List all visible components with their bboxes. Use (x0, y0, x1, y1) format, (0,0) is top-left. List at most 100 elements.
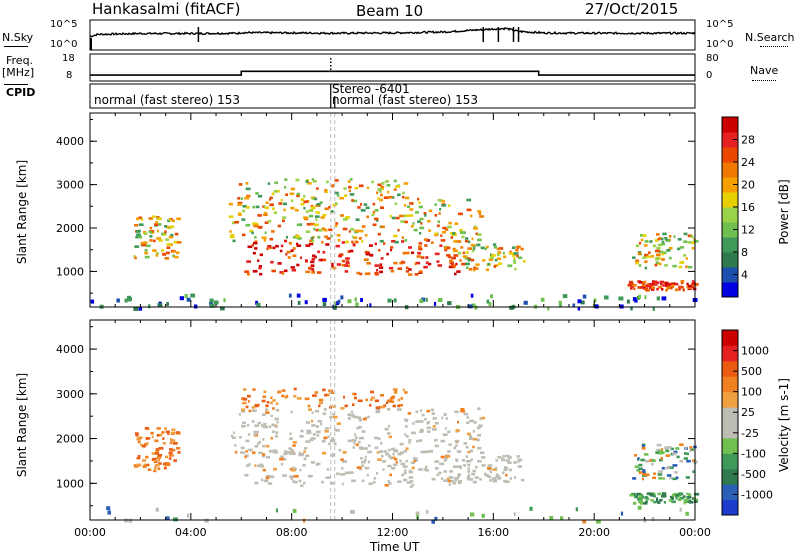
velocity-colorbar-swatch (722, 468, 738, 485)
y-tick-label: 1000 (56, 265, 84, 278)
cpid-dividers (330, 84, 336, 108)
velocity-scatter-region (241, 387, 408, 410)
y-tick-label: 4000 (56, 343, 84, 356)
velocity-colorbar-swatch (722, 499, 738, 516)
y-tick-label: 2000 (56, 222, 84, 235)
date-title: 27/Oct/2015 (585, 0, 679, 18)
power-scatter-region (244, 239, 462, 276)
velocity-colorbar-swatch (722, 437, 738, 454)
velocity-colorbar-swatch (722, 391, 738, 408)
velocity-background (90, 320, 695, 520)
nave-tick-top: 80 (706, 53, 719, 64)
velocity-colorbar-tick-label: 1000 (741, 345, 769, 358)
power-scatter-region (627, 280, 699, 292)
frequency-trace (90, 58, 695, 76)
velocity-colorbar-swatch (722, 453, 738, 470)
time-axis: 00:00 04:00 08:00 12:00 16:00 20:00 00:00 (74, 526, 711, 539)
power-colorbar-swatch (722, 132, 738, 148)
velocity-colorbar-swatch (722, 360, 738, 377)
power-colorbar-tick-label: 4 (741, 269, 748, 282)
power-colorbar-swatch (722, 117, 738, 133)
velocity-colorbar-swatch (722, 407, 738, 423)
power-colorbar-swatch (722, 147, 738, 163)
x-tick-label: 00:00 (74, 526, 106, 539)
velocity-colorbar-tick-label: -100 (741, 447, 766, 460)
velocity-colorbar-tick-label: 100 (741, 386, 762, 399)
power-colorbar-swatch (722, 162, 738, 178)
nsky-label: N.Sky (2, 31, 34, 44)
cpid-segment-2-text: Stereo -6401 (332, 82, 410, 96)
x-tick-label: 08:00 (276, 526, 308, 539)
velocity-colorbar-tick-label: 500 (741, 365, 762, 378)
frequency-line (90, 70, 695, 76)
nave-legend-line (752, 80, 776, 81)
time-xlabel: Time UT (370, 540, 420, 554)
power-scatter-region (228, 197, 484, 244)
power-scatter-region (632, 232, 699, 270)
cpid-legend-line (4, 84, 28, 85)
velocity-colorbar-tick-label: -25 (741, 427, 759, 440)
power-colorbar-swatch (722, 237, 738, 253)
nsearch-label: N.Search (745, 31, 795, 44)
velocity-colorbar-swatch (722, 345, 738, 362)
velocity-colorbar-frame (721, 329, 739, 516)
power-colorbar-tick-label: 20 (741, 179, 755, 192)
velocity-scatter-region (244, 449, 463, 488)
power-colorbar-tick-label: 24 (741, 156, 755, 169)
velocity-scatter-region (632, 443, 698, 481)
velocity-colorbar-tick-label: -1000 (741, 488, 773, 501)
power-scatter-region (237, 178, 410, 201)
power-scatter-region (444, 243, 526, 272)
velocity-colorbar-swatch (722, 376, 738, 393)
nsky-trace (89, 26, 696, 38)
velocity-colorbar-tick-label: -500 (741, 468, 766, 481)
x-tick-label: 00:00 (679, 526, 711, 539)
freq-panel-frame (89, 53, 696, 82)
velocity-colorbar-swatch (722, 484, 738, 501)
power-colorbar-swatch (722, 267, 738, 283)
noise-tick-bottom-left: 10^0 (50, 39, 78, 50)
velocity-colorbar: -1000 -500 -100 -25 25 100 500 1000 (721, 329, 773, 516)
power-colorbar-tick-label: 8 (741, 246, 748, 259)
freq-unit-label: [MHz] (2, 66, 35, 79)
velocity-colorbar-tick-label: 25 (741, 406, 755, 419)
noise-traces (89, 26, 696, 50)
power-colorbar-tick-label: 16 (741, 201, 755, 214)
nave-tick-bottom: 0 (706, 70, 713, 81)
nsearch-legend-line (760, 46, 788, 47)
velocity-panel: 1000 2000 3000 4000 (56, 319, 700, 524)
freq-tick-bottom: 8 (66, 70, 73, 81)
power-colorbar-tick-label: 28 (741, 134, 755, 147)
noise-tick-bottom-right: 10^0 (706, 39, 734, 50)
power-scatter-region (90, 293, 698, 311)
cpid-segment-2-text2: normal (fast stereo) 153 (332, 93, 479, 107)
nsky-legend-line (4, 46, 28, 47)
x-tick-label: 20:00 (578, 526, 610, 539)
noise-tick-top-right: 10^5 (706, 19, 734, 30)
velocity-scatter-region (133, 427, 181, 473)
velocity-colorbar-swatch (722, 422, 738, 439)
velocity-colorbar-swatch (722, 330, 738, 346)
power-colorbar-swatch (722, 282, 738, 298)
y-tick-label: 1000 (56, 477, 84, 490)
power-colorbar: 4 8 12 16 20 24 28 (721, 116, 755, 298)
y-tick-label: 2000 (56, 433, 84, 446)
beam-title: Beam 10 (356, 2, 424, 20)
y-tick-label: 4000 (56, 135, 84, 148)
power-colorbar-swatch (722, 222, 738, 238)
freq-label: Freq. (6, 54, 34, 67)
power-panel: 1000 2000 3000 4000 (56, 112, 699, 311)
power-colorbar-swatch (722, 177, 738, 193)
cpid-segment-1-text: normal (fast stereo) 153 (94, 93, 241, 107)
power-background (90, 113, 695, 307)
power-colorbar-swatch (722, 207, 738, 223)
y-tick-label: 3000 (56, 179, 84, 192)
x-tick-label: 04:00 (175, 526, 207, 539)
velocity-scatter-region (230, 407, 486, 455)
x-tick-label: 16:00 (477, 526, 509, 539)
cpid-panel-frame (89, 83, 696, 109)
power-colorbar-swatch (722, 252, 738, 268)
noise-panel-frame (89, 19, 696, 51)
power-colorbar-swatch (722, 192, 738, 208)
